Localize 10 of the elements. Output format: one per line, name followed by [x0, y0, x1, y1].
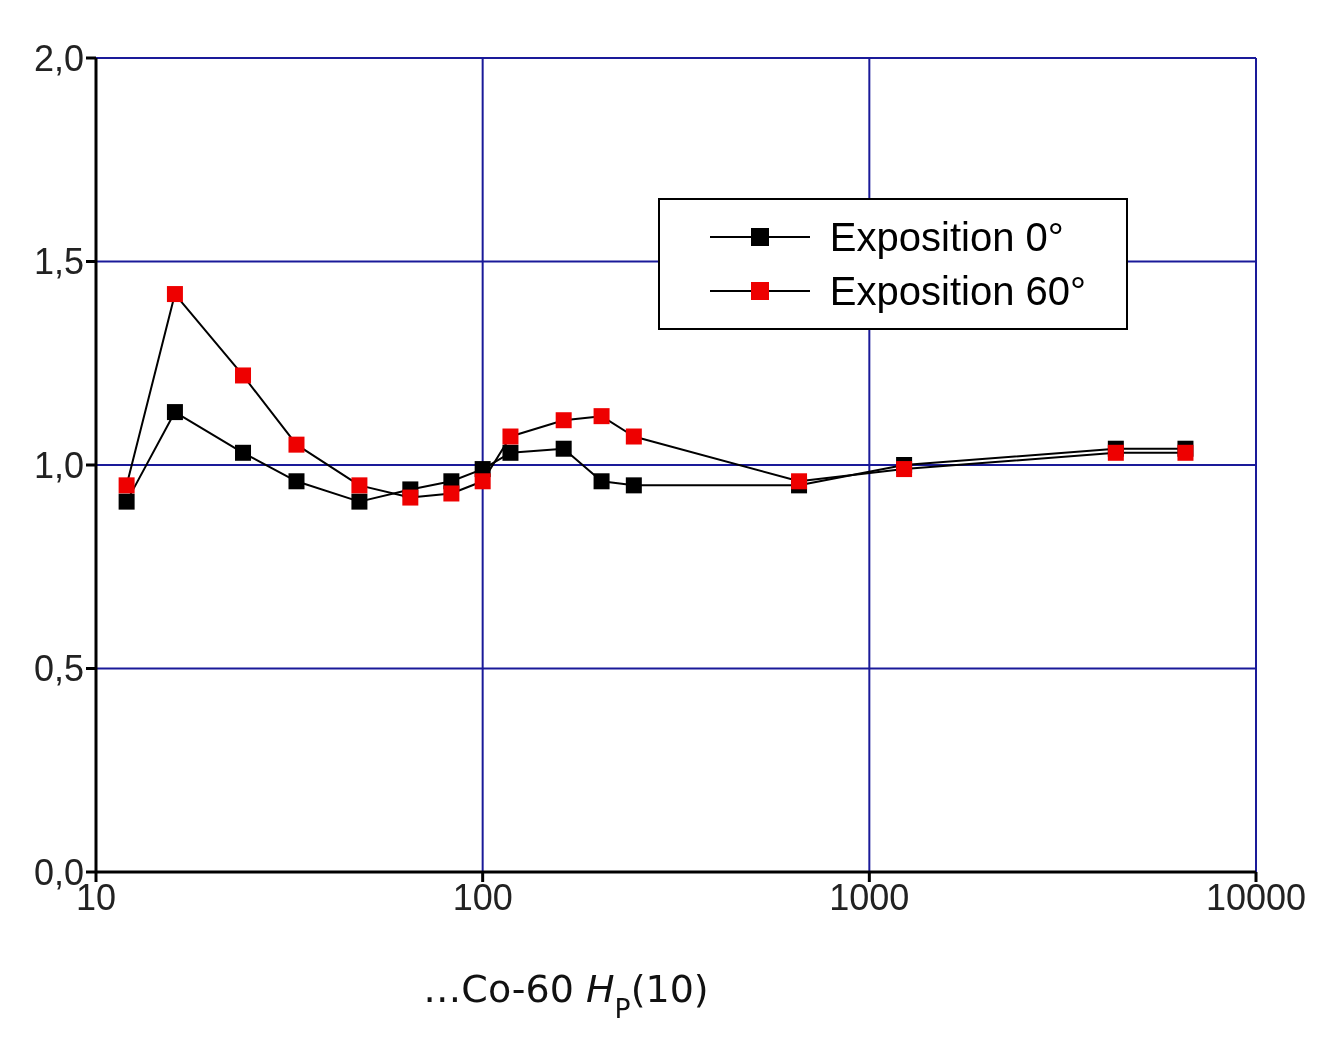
- y-tick-label: 1,0: [33, 444, 84, 486]
- legend-label: Exposition 60°: [829, 268, 1086, 315]
- y-tick-label: 2,0: [33, 37, 84, 79]
- x-tick-label: 1000: [829, 876, 910, 918]
- y-tick-label: 1,5: [33, 241, 84, 283]
- x-axis-title: …Co-60 H$_{P}$(10): [423, 967, 709, 1024]
- x-tick-label: 10000: [1205, 876, 1307, 918]
- x-tick-label: 100: [452, 876, 513, 918]
- legend-label: Exposition 0°: [829, 214, 1064, 261]
- y-tick-label: 0,5: [33, 648, 84, 690]
